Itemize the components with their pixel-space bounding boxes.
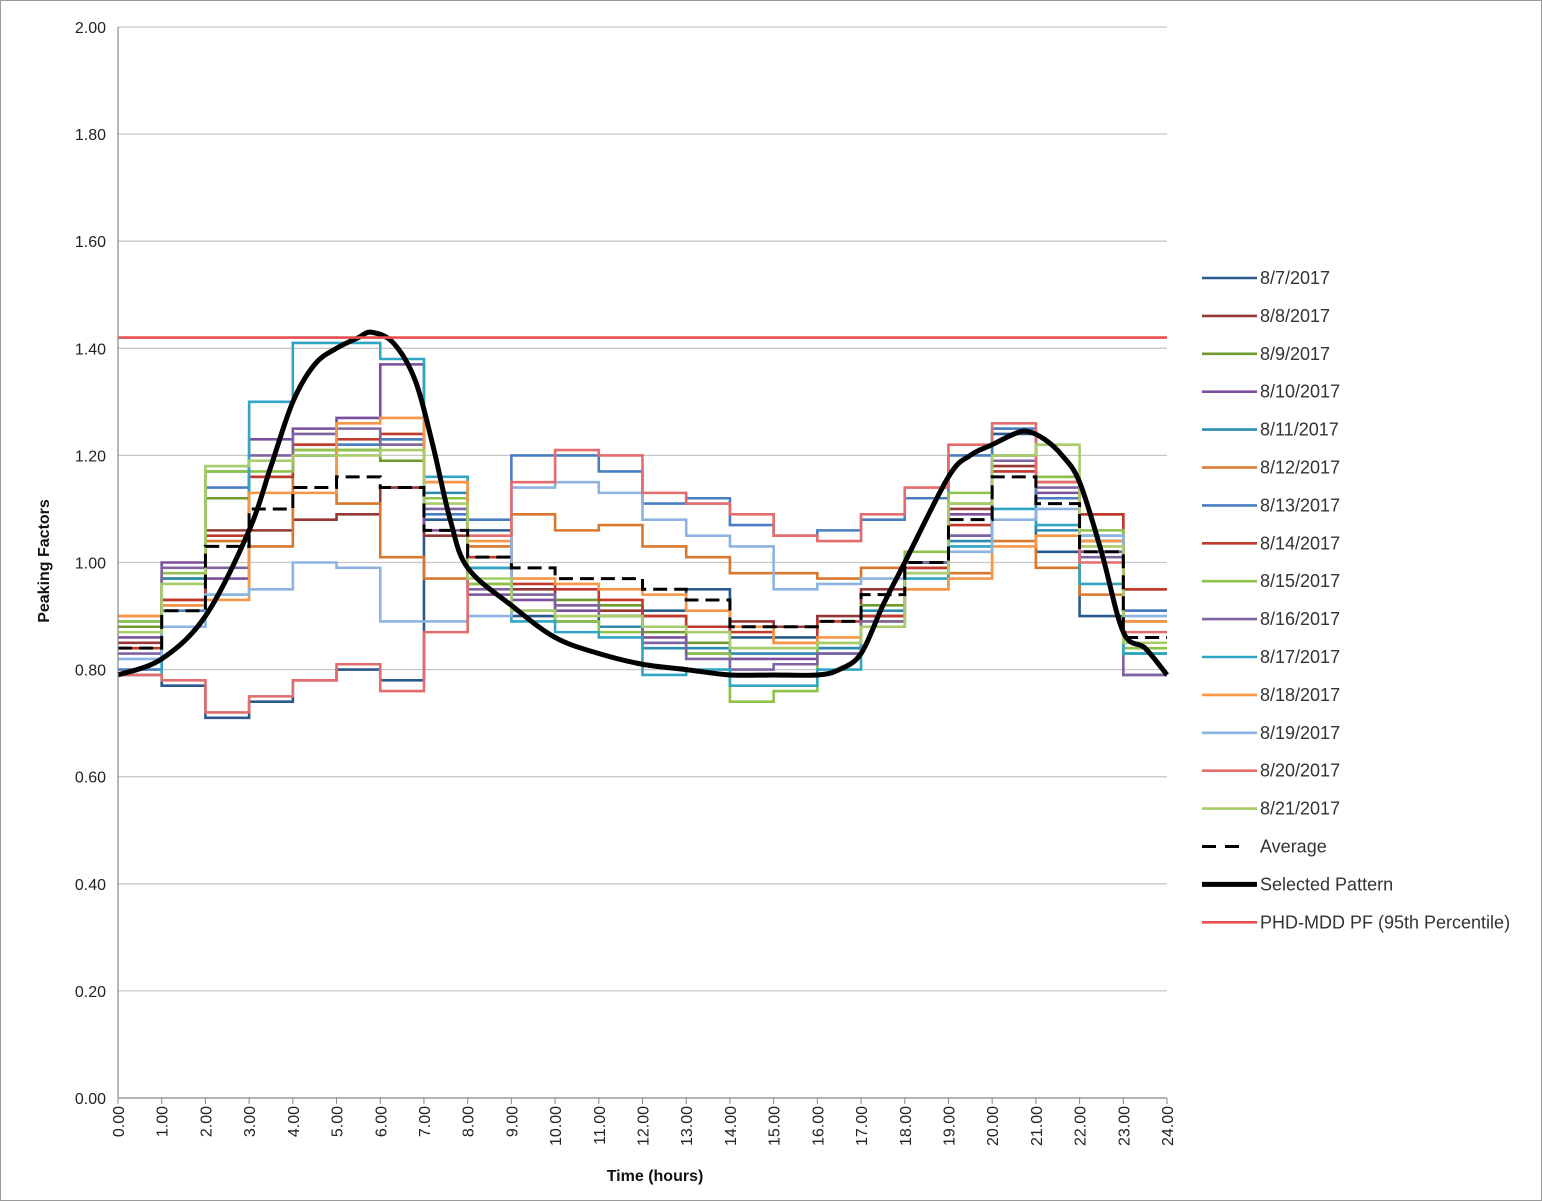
x-tick-label: 17.00 xyxy=(854,1106,871,1146)
legend-label: 8/12/2017 xyxy=(1260,458,1340,478)
legend-label: PHD-MDD PF (95th Percentile) xyxy=(1260,912,1510,932)
y-tick-label: 1.40 xyxy=(75,341,106,358)
x-tick-label: 12.00 xyxy=(636,1106,653,1146)
x-tick-label: 14.00 xyxy=(723,1106,740,1146)
x-tick-label: 24.00 xyxy=(1160,1106,1177,1146)
x-tick-label: 0.00 xyxy=(111,1106,128,1137)
x-tick-label: 5.00 xyxy=(330,1106,347,1137)
legend-label: 8/7/2017 xyxy=(1260,268,1330,288)
legend-label: 8/9/2017 xyxy=(1260,344,1330,364)
legend-entry: Average xyxy=(1202,837,1327,857)
y-tick-label: 0.80 xyxy=(75,663,106,680)
legend-entry: 8/9/2017 xyxy=(1202,344,1330,364)
series-line-8-19-2017 xyxy=(118,480,1167,661)
y-tick-label: 0.60 xyxy=(75,770,106,787)
legend-entry: 8/7/2017 xyxy=(1202,268,1330,288)
axes xyxy=(117,27,1167,1099)
x-tick-label: 8.00 xyxy=(461,1106,478,1137)
legend-entry: PHD-MDD PF (95th Percentile) xyxy=(1202,912,1510,932)
legend-entry: 8/10/2017 xyxy=(1202,382,1340,402)
x-tick-label: 11.00 xyxy=(592,1106,609,1145)
y-tick-label: 0.00 xyxy=(75,1091,106,1108)
x-tick-label: 22.00 xyxy=(1073,1106,1090,1146)
legend-entry: 8/11/2017 xyxy=(1202,420,1339,440)
y-tick-label: 1.80 xyxy=(75,127,106,144)
x-tick-label: 18.00 xyxy=(898,1106,915,1146)
y-tick-label: 0.20 xyxy=(75,984,106,1001)
series-line-8-20-2017 xyxy=(118,421,1167,714)
plot-series xyxy=(117,329,1169,720)
x-tick-label: 13.00 xyxy=(679,1106,696,1146)
legend-entry: 8/12/2017 xyxy=(1202,458,1340,478)
x-tick-label: 21.00 xyxy=(1029,1106,1046,1146)
legend-entry: 8/20/2017 xyxy=(1202,761,1340,781)
x-tick-label: 1.00 xyxy=(155,1106,172,1137)
legend-label: 8/13/2017 xyxy=(1260,495,1340,515)
legend-entry: 8/15/2017 xyxy=(1202,571,1340,591)
y-axis-ticks: 0.00 0.20 0.40 0.60 0.80 1.00 1.20 1.40 1.60 1.80… xyxy=(75,20,106,1108)
legend-label: 8/20/2017 xyxy=(1260,761,1340,781)
legend-label: 8/21/2017 xyxy=(1260,799,1340,819)
x-axis-ticks: 0.00 1.00 2.00 3.00 4.00 5.00 6.00 7.00 8.00 9.00… xyxy=(111,1098,1177,1146)
series-line-average xyxy=(118,475,1167,650)
legend-label: Average xyxy=(1260,837,1327,857)
legend-label: 8/10/2017 xyxy=(1260,382,1340,402)
legend-entry: 8/17/2017 xyxy=(1202,647,1340,667)
x-tick-label: 6.00 xyxy=(373,1106,390,1137)
y-tick-label: 1.00 xyxy=(75,556,106,573)
legend-label: 8/18/2017 xyxy=(1260,685,1340,705)
x-tick-label: 19.00 xyxy=(941,1106,958,1146)
x-tick-label: 3.00 xyxy=(242,1106,259,1137)
x-tick-label: 20.00 xyxy=(985,1106,1002,1146)
legend-label: 8/15/2017 xyxy=(1260,571,1340,591)
x-tick-label: 4.00 xyxy=(286,1106,303,1137)
legend-entry: 8/21/2017 xyxy=(1202,799,1340,819)
x-axis-title: Time (hours) xyxy=(607,1168,704,1185)
legend-label: 8/14/2017 xyxy=(1260,533,1340,553)
legend-entry: 8/18/2017 xyxy=(1202,685,1340,705)
y-tick-label: 1.20 xyxy=(75,448,106,465)
legend-label: Selected Pattern xyxy=(1260,874,1393,894)
x-tick-label: 15.00 xyxy=(767,1106,784,1146)
series-line-8-18-2017 xyxy=(118,416,1167,645)
y-tick-label: 2.00 xyxy=(75,20,106,37)
x-tick-label: 2.00 xyxy=(198,1106,215,1137)
series-line-8-21-2017 xyxy=(118,443,1167,650)
x-tick-label: 10.00 xyxy=(548,1106,565,1146)
legend-entry: 8/16/2017 xyxy=(1202,609,1340,629)
x-tick-label: 7.00 xyxy=(417,1106,434,1137)
legend-entry: 8/19/2017 xyxy=(1202,723,1340,743)
legend-entry: 8/14/2017 xyxy=(1202,533,1340,553)
x-tick-label: 9.00 xyxy=(504,1106,521,1137)
y-tick-label: 1.60 xyxy=(75,234,106,251)
legend-label: 8/17/2017 xyxy=(1260,647,1340,667)
legend: 8/7/2017 8/8/2017 8/9/2017 8/10/2017 8/11/20… xyxy=(1202,268,1510,932)
legend-entry: 8/13/2017 xyxy=(1202,495,1340,515)
y-tick-label: 0.40 xyxy=(75,877,106,894)
legend-entry: Selected Pattern xyxy=(1202,874,1393,894)
legend-label: 8/16/2017 xyxy=(1260,609,1340,629)
x-tick-label: 23.00 xyxy=(1116,1106,1133,1146)
legend-label: 8/11/2017 xyxy=(1260,420,1339,440)
legend-label: 8/19/2017 xyxy=(1260,723,1340,743)
y-axis-title: Peaking Factors xyxy=(36,499,53,623)
legend-entry: 8/8/2017 xyxy=(1202,306,1330,326)
legend-label: 8/8/2017 xyxy=(1260,306,1330,326)
x-tick-label: 16.00 xyxy=(810,1106,827,1146)
series-line-selected-pattern xyxy=(117,329,1169,678)
